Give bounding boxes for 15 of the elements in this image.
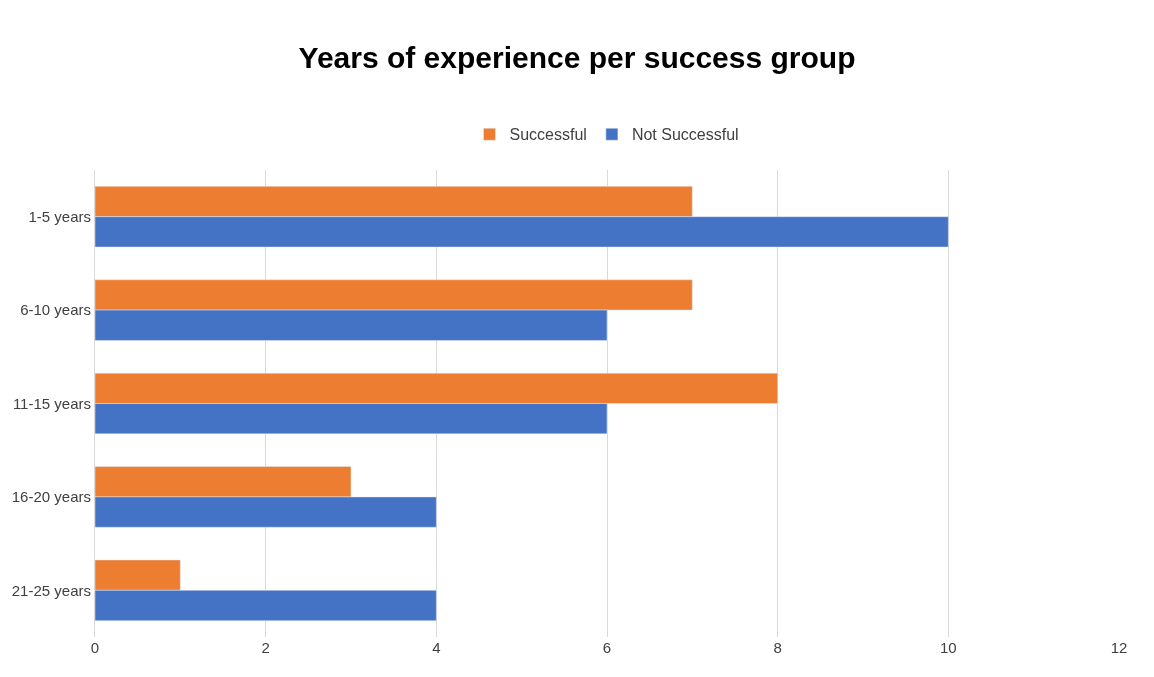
x-tick-label: 6: [602, 639, 612, 656]
y-tick-label: 21-25 years: [11, 581, 91, 599]
y-tick-label: 6-10 years: [20, 301, 91, 319]
x-tick-label: 10: [939, 639, 957, 656]
x-tick-label: 12: [1110, 639, 1128, 656]
legend-label: Not Successful: [631, 126, 739, 144]
x-tick-label: 0: [90, 639, 100, 656]
y-tick-label: 1-5 years: [28, 207, 91, 225]
chart-title: Years of experience per success group: [298, 41, 856, 75]
x-tick-label: 4: [432, 639, 441, 656]
x-tick-label: 8: [773, 639, 782, 656]
y-tick-label: 11-15 years: [12, 394, 91, 412]
legend-label: Successful: [509, 126, 587, 144]
y-tick-label: 16-20 years: [11, 488, 91, 506]
x-tick-label: 2: [261, 639, 270, 656]
